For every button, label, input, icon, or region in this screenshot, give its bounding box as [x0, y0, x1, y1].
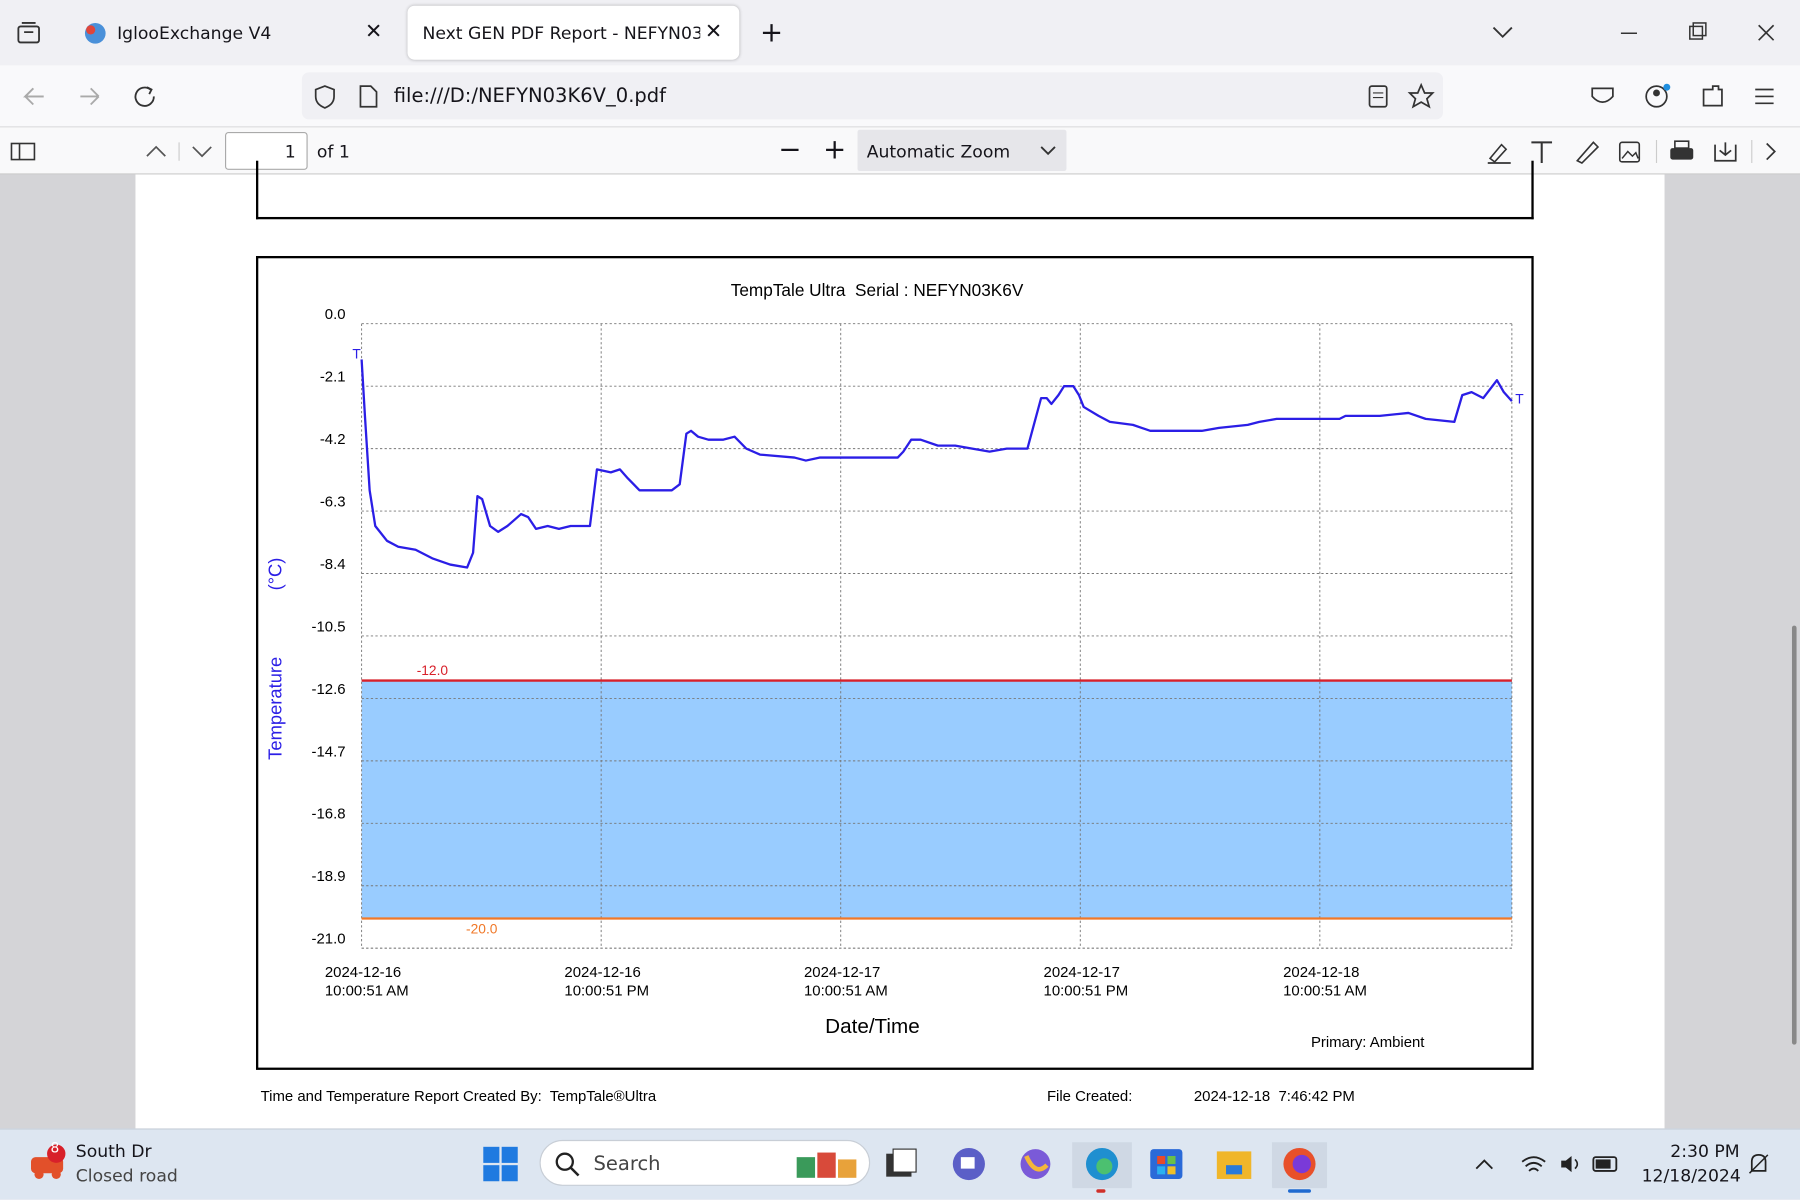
url-icons — [314, 85, 378, 109]
y-tick-label: -18.9 — [312, 868, 346, 885]
zoom-arrow — [1040, 146, 1056, 156]
x-tick-label: 2024-12-17 10:00:51 PM — [1043, 963, 1129, 999]
weather-icon — [30, 1144, 66, 1179]
zoom-select[interactable] — [857, 129, 1067, 172]
x-axis-label: Date/Time — [825, 1015, 920, 1038]
toolbar-icons[interactable] — [1589, 83, 1784, 111]
zoom-out[interactable]: − — [778, 133, 802, 166]
tab-close[interactable]: ✕ — [704, 19, 723, 44]
chart-note: Primary: Ambient — [1311, 1034, 1425, 1051]
y-tick-label: -21.0 — [312, 931, 346, 948]
chart: TempTale Ultra Serial : NEFYN03K6V Temper… — [264, 280, 1524, 1051]
y-axis-label: Temperature — [264, 657, 285, 760]
tab-favicon — [84, 22, 106, 44]
pdf-nav-icons[interactable] — [9, 138, 227, 166]
zoom-text: Automatic Zoom — [866, 141, 1011, 162]
threshold-label: -20.0 — [466, 921, 498, 936]
clock-date[interactable]: 12/18/2024 — [1641, 1165, 1741, 1186]
active-tab[interactable] — [407, 5, 740, 60]
url-field[interactable] — [301, 72, 1443, 120]
x-tick-label: 2024-12-17 10:00:51 AM — [803, 963, 888, 999]
y-tick-label: -10.5 — [312, 618, 346, 635]
threshold-band — [361, 680, 1512, 919]
app-indicator — [1288, 1189, 1311, 1193]
search-text: Search — [593, 1152, 661, 1176]
url-actions[interactable] — [1366, 82, 1437, 111]
y-tick-label: -16.8 — [312, 806, 346, 823]
x-tick-label: 2024-12-16 10:00:51 PM — [564, 963, 650, 999]
app-indicator — [1096, 1189, 1106, 1193]
weather-badge: 8 — [50, 1139, 60, 1156]
weather-subtitle[interactable]: Closed road — [75, 1165, 178, 1186]
page-input[interactable] — [225, 132, 308, 170]
y-tick-label: -14.7 — [312, 743, 346, 760]
start-button[interactable] — [482, 1146, 519, 1183]
pdf-tools[interactable] — [1485, 138, 1793, 166]
taskbar-apps[interactable] — [882, 1142, 1330, 1189]
footer-file-created-label: File Created: — [1046, 1087, 1133, 1105]
data-line — [360, 359, 1513, 569]
clock-time[interactable]: 2:30 PM — [1670, 1141, 1740, 1162]
scrollbar-thumb[interactable] — [1791, 625, 1797, 1045]
page-count: of 1 — [316, 141, 350, 162]
nav-buttons[interactable] — [21, 83, 170, 111]
footer-created-by: Time and Temperature Report Created By: … — [260, 1087, 657, 1105]
search-highlight-art — [796, 1152, 857, 1178]
system-tray[interactable] — [1472, 1150, 1621, 1178]
y-tick-label: -4.2 — [320, 431, 346, 448]
tab-title: Next GEN PDF Report - NEFYN03K6V — [422, 22, 700, 44]
tab-list-icon[interactable] — [16, 21, 44, 46]
tab-close[interactable]: ✕ — [365, 19, 383, 44]
tab-menu[interactable] — [1490, 23, 1515, 41]
threshold-label: -12.0 — [417, 663, 449, 678]
y-tick-label: -12.6 — [312, 681, 346, 698]
previous-section-box — [255, 160, 1534, 220]
chart-title: TempTale Ultra Serial : NEFYN03K6V — [731, 280, 1024, 300]
y-tick-label: -8.4 — [320, 556, 346, 573]
page-number: 1 — [284, 141, 296, 162]
tab-bar — [0, 0, 1800, 66]
x-tick-label: 2024-12-18 10:00:51 AM — [1283, 963, 1367, 999]
zoom-in[interactable]: + — [823, 133, 847, 166]
y-tick-label: 0.0 — [325, 306, 346, 323]
x-tick-label: 2024-12-16 10:00:51 AM — [324, 963, 409, 999]
y-tick-label: -2.1 — [320, 369, 346, 386]
tab-title: IglooExchange V4 — [117, 22, 272, 44]
y-axis-unit: (°C) — [264, 558, 285, 591]
end-marker: T — [1515, 391, 1524, 406]
window-controls[interactable] — [1616, 21, 1777, 46]
weather-title[interactable]: South Dr — [75, 1141, 152, 1162]
search-box[interactable] — [539, 1139, 871, 1186]
search-icon — [555, 1152, 580, 1177]
notification-icon[interactable] — [1745, 1150, 1773, 1178]
new-tab[interactable]: + — [759, 16, 784, 49]
y-tick-label: -6.3 — [320, 493, 346, 510]
footer-file-created: 2024-12-18 7:46:42 PM — [1193, 1087, 1355, 1105]
url-text[interactable]: file:///D:/NEFYN03K6V_0.pdf — [393, 84, 667, 108]
start-marker: T — [352, 346, 361, 361]
chart-box: TempTale Ultra Serial : NEFYN03K6V Temper… — [255, 255, 1534, 1070]
